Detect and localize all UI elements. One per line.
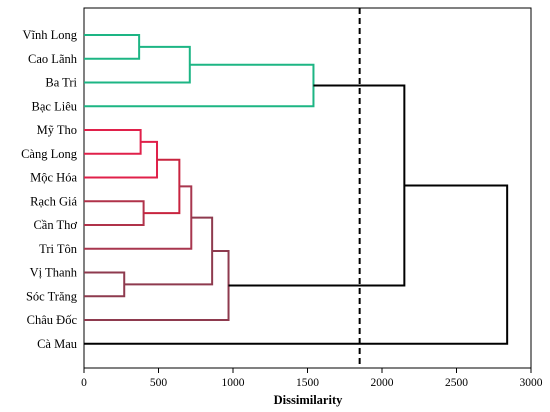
dendrogram-branch-m12 xyxy=(228,84,406,287)
leaf-label: Tri Tôn xyxy=(39,242,78,256)
dendrogram-branch-m13 xyxy=(84,184,509,345)
dendrogram-branch-m3 xyxy=(84,63,315,108)
leaf-label: Cần Thơ xyxy=(33,218,77,232)
x-tick-label: 0 xyxy=(81,377,87,389)
x-axis-title: Dissimilarity xyxy=(274,393,343,407)
dendrogram-branch-m2 xyxy=(84,45,191,84)
dendrogram-branch-m11 xyxy=(84,249,230,321)
x-tick-label: 2000 xyxy=(371,377,394,389)
leaf-label: Ba Tri xyxy=(45,76,77,90)
dendrogram-branch-m10 xyxy=(124,216,214,286)
dendrogram-branch-m5 xyxy=(84,140,159,179)
dendrogram-branch-m1 xyxy=(84,34,141,60)
x-axis: 0 500 1000 1500 2000 2500 3000 xyxy=(81,368,543,389)
leaf-label: Vĩnh Long xyxy=(22,28,77,42)
x-tick-label: 1000 xyxy=(222,377,245,389)
dendrogram-branch-m4 xyxy=(84,129,142,155)
leaf-label: Sóc Trăng xyxy=(26,289,78,303)
leaf-labels: Vĩnh Long Cao Lãnh Ba Tri Bạc Liêu Mỹ Tho Càn… xyxy=(21,28,78,351)
x-tick-label: 1500 xyxy=(296,377,319,389)
dendrogram-branch-m7 xyxy=(143,158,181,215)
x-tick-label: 3000 xyxy=(520,377,543,389)
plot-frame xyxy=(83,7,532,369)
x-tick-label: 2500 xyxy=(445,377,468,389)
leaf-label: Càng Long xyxy=(21,147,78,161)
leaf-label: Rạch Giá xyxy=(30,194,77,208)
x-tick-label: 500 xyxy=(150,377,168,389)
dendrogram-branches xyxy=(84,34,509,345)
leaf-label: Bạc Liêu xyxy=(32,99,78,113)
leaf-label: Vị Thanh xyxy=(30,266,78,280)
leaf-label: Mộc Hóa xyxy=(30,171,77,185)
leaf-label: Cà Mau xyxy=(37,337,78,351)
leaf-label: Mỹ Tho xyxy=(37,123,77,137)
dendrogram-branch-m8 xyxy=(84,185,193,250)
leaf-label: Châu Đốc xyxy=(27,313,78,327)
dendrogram-branch-m6 xyxy=(84,200,145,226)
leaf-label: Cao Lãnh xyxy=(28,52,78,66)
dendrogram-branch-m9 xyxy=(84,271,126,298)
